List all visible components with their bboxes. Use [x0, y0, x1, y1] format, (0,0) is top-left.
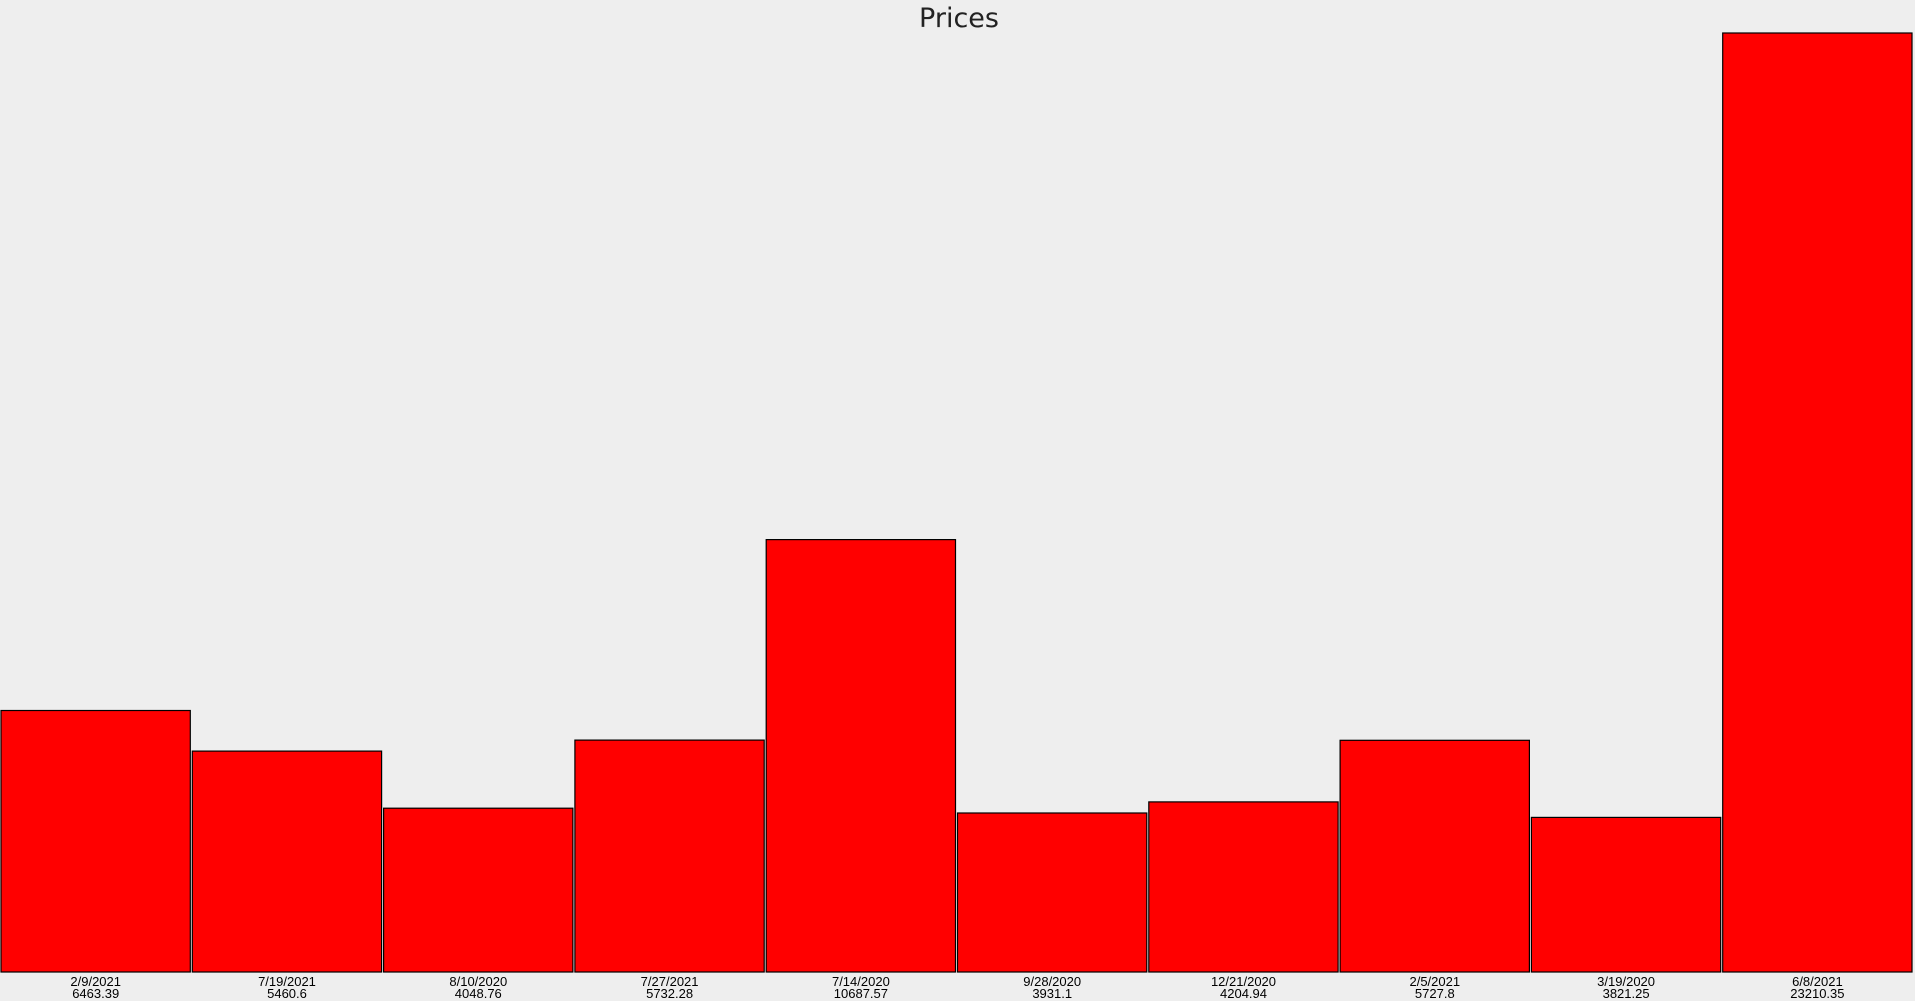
- x-tick-label-9: 6/8/2021: [1792, 974, 1843, 989]
- bars-group: [0, 32, 1913, 973]
- x-tick-label-3: 7/27/2021: [641, 974, 699, 989]
- bar-8: [1530, 816, 1722, 973]
- bar-value-label-3: 5732.28: [646, 986, 693, 1001]
- bar-3: [574, 739, 765, 973]
- bar-value-label-7: 5727.8: [1415, 986, 1455, 1001]
- bar-6: [1148, 801, 1339, 973]
- bar-0: [0, 709, 191, 973]
- x-axis-labels: 2/9/20216463.397/19/20215460.68/10/20204…: [70, 974, 1844, 1001]
- x-tick-label-1: 7/19/2021: [258, 974, 316, 989]
- bar-7: [1339, 739, 1530, 973]
- bar-value-label-0: 6463.39: [72, 986, 119, 1001]
- bar-2: [383, 807, 574, 973]
- x-tick-label-2: 8/10/2020: [449, 974, 507, 989]
- x-tick-label-0: 2/9/2021: [70, 974, 121, 989]
- x-tick-label-4: 7/14/2020: [832, 974, 890, 989]
- bar-value-label-1: 5460.6: [267, 986, 307, 1001]
- bar-value-label-6: 4204.94: [1220, 986, 1267, 1001]
- bar-5: [956, 812, 1148, 973]
- bar-value-label-4: 10687.57: [834, 986, 888, 1001]
- bar-1: [191, 750, 383, 973]
- bar-4: [765, 538, 957, 973]
- bar-9: [1722, 32, 1913, 973]
- x-tick-label-7: 2/5/2021: [1409, 974, 1460, 989]
- bar-value-label-8: 3821.25: [1603, 986, 1650, 1001]
- x-tick-label-6: 12/21/2020: [1211, 974, 1276, 989]
- chart-title: Prices: [919, 3, 999, 34]
- bar-value-label-2: 4048.76: [455, 986, 502, 1001]
- bar-value-label-5: 3931.1: [1032, 986, 1072, 1001]
- bar-value-label-9: 23210.35: [1790, 986, 1844, 1001]
- x-tick-label-5: 9/28/2020: [1023, 974, 1081, 989]
- x-tick-label-8: 3/19/2020: [1597, 974, 1655, 989]
